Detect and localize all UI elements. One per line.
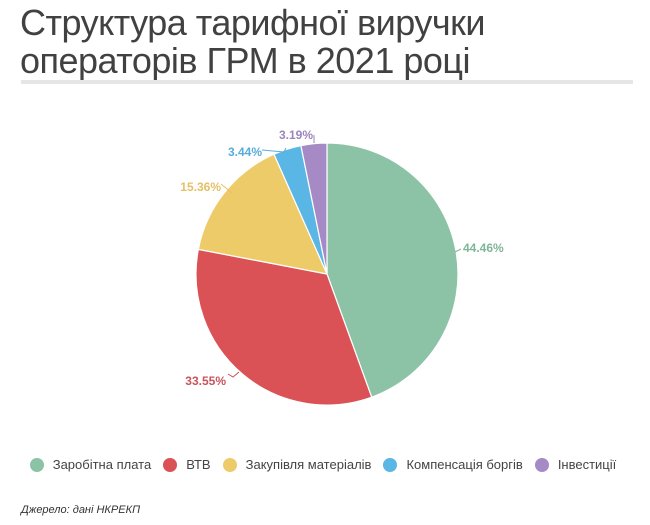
legend-dot-icon <box>534 457 549 472</box>
chart-legend: Заробітна плата ВТВ Закупівля матеріалів… <box>0 457 650 472</box>
legend-label: Заробітна плата <box>52 457 152 472</box>
pie-chart: 44.46% 33.55% 15.36% 3.44% 3.19% <box>180 128 504 406</box>
legend-label: ВТВ <box>186 457 211 472</box>
legend-label: Компенсація боргів <box>406 457 523 472</box>
label-leader-line <box>227 371 240 378</box>
pie-labels: 44.46% 33.55% 15.36% 3.44% 3.19% <box>180 128 504 388</box>
legend-dot-icon <box>222 457 237 472</box>
legend-item-vtv[interactable]: ВТВ <box>163 457 211 472</box>
title-divider <box>21 80 633 84</box>
source-note: Джерело: дані НКРЕКП <box>21 504 141 516</box>
legend-dot-icon <box>383 457 398 472</box>
slice-label-debt-compensation: 3.44% <box>228 145 262 159</box>
legend-label: Закупівля матеріалів <box>245 457 372 472</box>
label-leader-line <box>261 147 287 153</box>
chart-title: Структура тарифної виручки операторів ГР… <box>20 2 486 81</box>
slice-label-investments: 3.19% <box>279 128 313 142</box>
legend-dot-icon <box>163 457 178 472</box>
legend-item-materials[interactable]: Закупівля матеріалів <box>222 457 372 472</box>
legend-label: Інвестиції <box>557 457 617 472</box>
pie-slice-materials[interactable] <box>197 153 329 275</box>
pie-slice-investments[interactable] <box>300 142 328 275</box>
slice-label-materials: 15.36% <box>180 180 221 194</box>
slice-label-vtv: 33.55% <box>185 374 226 388</box>
pie-slice-vtv[interactable] <box>195 248 373 406</box>
slice-label-salary: 44.46% <box>463 241 504 255</box>
legend-item-debt-compensation[interactable]: Компенсація боргів <box>383 457 523 472</box>
label-leader-line <box>220 183 233 194</box>
label-leader-line <box>454 248 462 253</box>
legend-item-salary[interactable]: Заробітна плата <box>29 457 152 472</box>
legend-dot-icon <box>29 457 44 472</box>
legend-item-investments[interactable]: Інвестиції <box>534 457 617 472</box>
pie-slices <box>195 142 459 406</box>
